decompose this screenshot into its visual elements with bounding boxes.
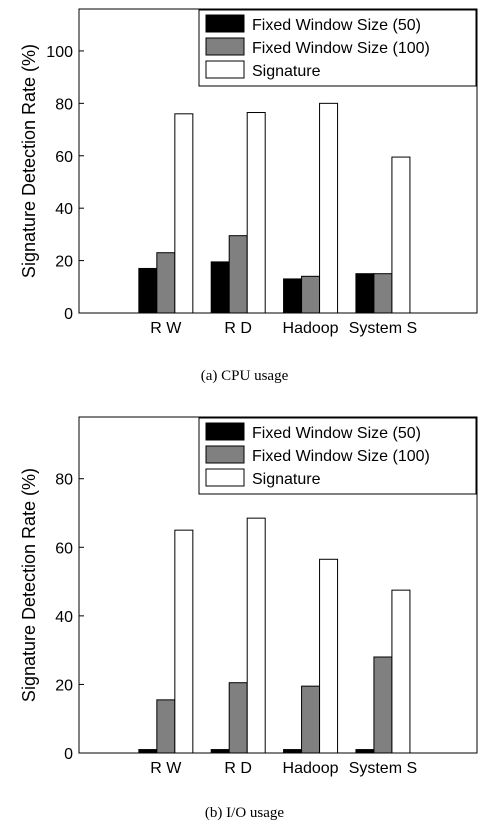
bar-signature-r-d bbox=[246, 517, 266, 754]
y-tick-label: 20 bbox=[55, 677, 73, 694]
bar-fixed-window-size-100--system-s bbox=[373, 656, 393, 754]
x-tick-label: R W bbox=[150, 320, 182, 337]
bar-fixed-window-size-50--hadoop bbox=[283, 749, 303, 754]
y-tick-label: 80 bbox=[55, 472, 73, 489]
x-tick-label: R D bbox=[224, 760, 252, 777]
chart-panel-cpu: 0 20 40 60 80 100 Signature Detection Rate (%)… bbox=[0, 0, 489, 400]
bar-signature-hadoop bbox=[319, 102, 339, 314]
chart-caption: (b) I/O usage bbox=[204, 805, 285, 821]
y-tick-label: 60 bbox=[55, 149, 73, 166]
legend-swatch bbox=[205, 14, 245, 33]
bar-fixed-window-size-100--r-d bbox=[228, 235, 248, 314]
legend-entry: Fixed Window Size (50) bbox=[252, 425, 421, 442]
y-axis-label: Signature Detection Rate (%) bbox=[19, 468, 39, 702]
y-tick-label: 20 bbox=[55, 254, 73, 271]
legend-entry: Fixed Window Size (100) bbox=[252, 448, 430, 465]
legend-entry: Signature bbox=[252, 471, 321, 488]
chart-panel-io: 0 20 40 60 80 Signature Detection Rate (%) R W… bbox=[0, 416, 489, 835]
legend-swatch bbox=[205, 468, 245, 487]
bar-fixed-window-size-100--system-s bbox=[373, 273, 393, 314]
legend-swatch bbox=[205, 37, 245, 56]
y-tick-label: 80 bbox=[55, 96, 73, 113]
bar-fixed-window-size-100--r-w bbox=[156, 699, 176, 754]
bar-fixed-window-size-50--r-d bbox=[210, 749, 230, 754]
bar-fixed-window-size-100--hadoop bbox=[301, 685, 321, 754]
bar-fixed-window-size-100--r-d bbox=[228, 682, 248, 754]
bar-fixed-window-size-50--r-w bbox=[138, 267, 158, 314]
legend-entry: Fixed Window Size (50) bbox=[252, 17, 421, 34]
legend-swatch bbox=[205, 445, 245, 464]
x-tick-label: Hadoop bbox=[283, 320, 339, 337]
bar-signature-system-s bbox=[391, 156, 411, 314]
y-tick-label: 60 bbox=[55, 540, 73, 557]
legend-swatch bbox=[205, 60, 245, 79]
x-tick-label: Hadoop bbox=[283, 760, 339, 777]
legend-entry: Signature bbox=[252, 63, 321, 80]
legend-swatch bbox=[205, 422, 245, 441]
chart-caption: (a) CPU usage bbox=[200, 368, 289, 384]
bar-fixed-window-size-50--system-s bbox=[355, 273, 375, 314]
bar-signature-system-s bbox=[391, 589, 411, 754]
bar-signature-r-w bbox=[174, 113, 194, 314]
x-tick-label: R W bbox=[150, 760, 182, 777]
bar-signature-r-d bbox=[246, 112, 266, 314]
x-tick-label: System S bbox=[349, 320, 417, 337]
y-axis-label: Signature Detection Rate (%) bbox=[19, 44, 39, 278]
y-tick-label: 0 bbox=[64, 746, 73, 763]
plot-frame bbox=[78, 8, 478, 314]
cpu-usage-bar-chart: 0 20 40 60 80 100 Signature Detection Rate (%)… bbox=[19, 8, 478, 337]
legend-box bbox=[198, 9, 477, 87]
bar-fixed-window-size-50--system-s bbox=[355, 749, 375, 754]
bar-signature-hadoop bbox=[319, 558, 339, 754]
bar-fixed-window-size-50--r-w bbox=[138, 749, 158, 754]
bar-fixed-window-size-100--hadoop bbox=[301, 275, 321, 314]
x-tick-label: R D bbox=[224, 320, 252, 337]
io-usage-bar-chart: 0 20 40 60 80 Signature Detection Rate (%) R W… bbox=[19, 416, 478, 777]
bar-fixed-window-size-50--hadoop bbox=[283, 278, 303, 314]
legend-box bbox=[198, 417, 477, 495]
legend-entry: Fixed Window Size (100) bbox=[252, 40, 430, 57]
x-tick-label: System S bbox=[349, 760, 417, 777]
y-tick-label: 40 bbox=[55, 201, 73, 218]
bar-signature-r-w bbox=[174, 529, 194, 754]
y-tick-label: 0 bbox=[64, 306, 73, 323]
bar-fixed-window-size-100--r-w bbox=[156, 252, 176, 314]
plot-frame bbox=[78, 416, 478, 754]
y-tick-label: 40 bbox=[55, 609, 73, 626]
y-tick-label: 100 bbox=[46, 44, 73, 61]
bar-fixed-window-size-50--r-d bbox=[210, 261, 230, 314]
